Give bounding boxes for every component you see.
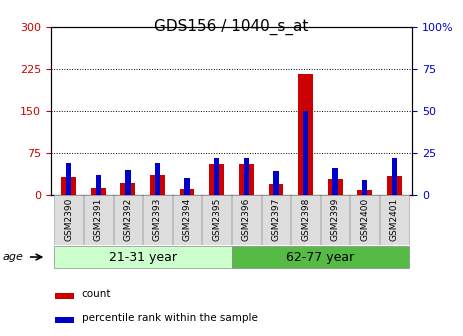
Text: GSM2391: GSM2391 [94, 198, 103, 241]
FancyBboxPatch shape [350, 195, 379, 245]
Bar [214, 158, 219, 195]
FancyBboxPatch shape [55, 195, 83, 245]
FancyBboxPatch shape [380, 195, 408, 245]
Text: count: count [81, 289, 111, 299]
Bar [120, 182, 135, 195]
Bar [155, 163, 160, 195]
Text: percentile rank within the sample: percentile rank within the sample [81, 313, 257, 323]
Bar [392, 158, 397, 195]
Text: GSM2395: GSM2395 [212, 198, 221, 241]
Text: GSM2401: GSM2401 [390, 198, 399, 241]
Text: GSM2390: GSM2390 [64, 198, 73, 241]
Bar [362, 180, 367, 195]
Bar [273, 171, 279, 195]
FancyBboxPatch shape [232, 195, 261, 245]
FancyBboxPatch shape [84, 195, 113, 245]
Bar [332, 168, 338, 195]
Text: GSM2400: GSM2400 [360, 198, 369, 241]
Text: GSM2394: GSM2394 [182, 198, 192, 241]
Bar [239, 164, 254, 195]
FancyBboxPatch shape [262, 195, 290, 245]
Bar [387, 176, 402, 195]
Bar [209, 164, 224, 195]
Text: 21-31 year: 21-31 year [109, 251, 177, 263]
Text: GDS156 / 1040_s_at: GDS156 / 1040_s_at [154, 18, 309, 35]
Bar [96, 175, 101, 195]
FancyBboxPatch shape [232, 247, 409, 267]
Bar [298, 75, 313, 195]
FancyBboxPatch shape [321, 195, 349, 245]
Bar [55, 293, 75, 298]
FancyBboxPatch shape [291, 195, 320, 245]
Text: GSM2397: GSM2397 [271, 198, 281, 241]
Bar [269, 184, 283, 195]
Text: GSM2392: GSM2392 [124, 198, 132, 241]
Bar [184, 178, 190, 195]
Bar [55, 317, 75, 323]
FancyBboxPatch shape [143, 195, 172, 245]
Bar [244, 158, 249, 195]
Bar [91, 187, 106, 195]
FancyBboxPatch shape [173, 195, 201, 245]
Text: GSM2396: GSM2396 [242, 198, 251, 241]
Bar [303, 111, 308, 195]
Bar [66, 163, 71, 195]
Bar [61, 177, 76, 195]
Text: GSM2393: GSM2393 [153, 198, 162, 241]
Bar [180, 189, 194, 195]
Text: GSM2398: GSM2398 [301, 198, 310, 241]
Text: 62-77 year: 62-77 year [286, 251, 355, 263]
FancyBboxPatch shape [54, 247, 232, 267]
Bar [150, 175, 165, 195]
FancyBboxPatch shape [202, 195, 231, 245]
Bar [328, 179, 343, 195]
Text: age: age [2, 252, 23, 262]
Bar [357, 191, 372, 195]
Text: GSM2399: GSM2399 [331, 198, 339, 241]
Bar [125, 170, 131, 195]
FancyBboxPatch shape [114, 195, 142, 245]
